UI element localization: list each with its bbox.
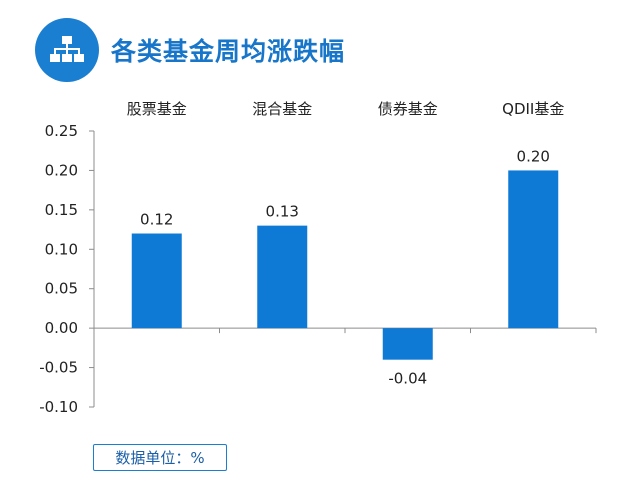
y-tick-label: 0.15 (45, 201, 78, 219)
y-tick-label: -0.05 (39, 359, 78, 377)
value-label: -0.04 (388, 370, 427, 388)
value-label: 0.13 (266, 203, 299, 221)
y-tick-label: 0.00 (45, 319, 78, 337)
y-tick-label: -0.10 (39, 398, 78, 416)
bar (382, 328, 433, 360)
category-label: 混合基金 (252, 100, 312, 118)
y-tick-label: 0.25 (45, 122, 78, 140)
category-label: 股票基金 (127, 100, 187, 118)
chart-title: 各类基金周均涨跌幅 (111, 37, 346, 66)
y-tick-label: 0.20 (45, 161, 78, 179)
header: 各类基金周均涨跌幅 (35, 14, 345, 86)
bar (257, 225, 308, 329)
bar (131, 233, 182, 329)
bar (508, 170, 559, 329)
y-tick-label: 0.10 (45, 240, 78, 258)
y-tick-label: 0.05 (45, 280, 78, 298)
org-chart-icon (35, 18, 99, 82)
value-label: 0.20 (517, 147, 550, 165)
value-label: 0.12 (140, 211, 173, 229)
category-label: 债券基金 (378, 100, 438, 118)
unit-note: 数据单位：% (93, 444, 227, 471)
category-label: QDII基金 (502, 100, 564, 118)
